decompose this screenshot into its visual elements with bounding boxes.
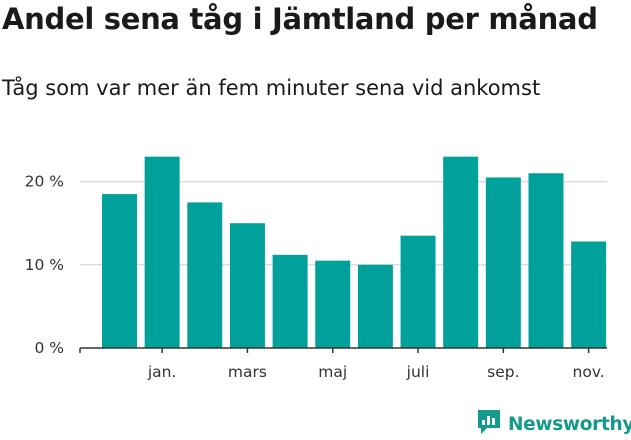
x-tick-label: mars bbox=[228, 363, 267, 381]
x-tick-label: sep. bbox=[487, 363, 519, 381]
bar bbox=[315, 260, 351, 348]
bar bbox=[144, 156, 180, 348]
chart-subtitle: Tåg som var mer än fem minuter sena vid … bbox=[2, 76, 541, 100]
bar bbox=[229, 223, 265, 348]
bar bbox=[443, 156, 479, 348]
brand-name: Newsworthy bbox=[508, 413, 631, 435]
y-tick-label: 0 % bbox=[34, 339, 64, 357]
bar bbox=[102, 194, 137, 348]
x-tick-label: nov. bbox=[573, 363, 605, 381]
y-tick-label: 20 % bbox=[25, 173, 64, 191]
bar bbox=[400, 235, 436, 348]
newsworthy-logo-icon bbox=[476, 408, 502, 440]
newsworthy-brand: Newsworthy bbox=[476, 408, 631, 440]
chart-title: Andel sena tåg i Jämtland per månad bbox=[2, 2, 598, 36]
x-axis bbox=[79, 347, 607, 353]
bar bbox=[187, 202, 223, 348]
x-tick-label: jan. bbox=[147, 363, 177, 381]
bar bbox=[485, 177, 521, 348]
x-tick-label: juli bbox=[406, 363, 430, 381]
bar bbox=[571, 241, 607, 348]
y-tick-labels: 0 % 10 % 20 % bbox=[25, 173, 64, 357]
bar bbox=[357, 264, 393, 348]
x-tick-labels: jan. mars maj juli sep. nov. bbox=[147, 363, 605, 381]
x-tick-label: maj bbox=[318, 363, 347, 381]
y-tick-label: 10 % bbox=[25, 256, 64, 274]
bar bbox=[528, 173, 564, 348]
bar bbox=[272, 254, 308, 348]
bars bbox=[102, 156, 607, 348]
